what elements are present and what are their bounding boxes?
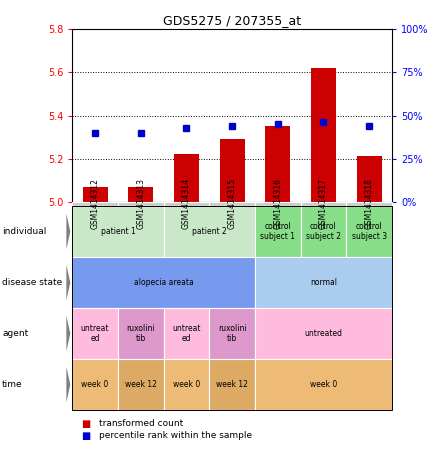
Text: ■: ■ (81, 431, 90, 441)
Text: disease state: disease state (2, 278, 63, 287)
Text: ruxolini
tib: ruxolini tib (127, 324, 155, 343)
Text: control
subject 2: control subject 2 (306, 222, 341, 241)
Text: GSM1414317: GSM1414317 (319, 178, 328, 229)
Text: week 0: week 0 (81, 380, 109, 389)
Text: week 12: week 12 (216, 380, 248, 389)
Text: GSM1414316: GSM1414316 (273, 178, 283, 229)
Text: untreat
ed: untreat ed (81, 324, 110, 343)
Text: patient 2: patient 2 (192, 227, 227, 236)
Bar (219, 139, 245, 202)
Text: GSM1414315: GSM1414315 (228, 178, 237, 229)
Bar (357, 156, 382, 202)
Text: week 0: week 0 (310, 380, 337, 389)
Text: GSM1414313: GSM1414313 (136, 178, 145, 229)
Text: GSM1414312: GSM1414312 (91, 178, 99, 229)
Text: control
subject 3: control subject 3 (352, 222, 387, 241)
Text: transformed count: transformed count (99, 419, 183, 428)
FancyArrow shape (67, 316, 70, 352)
Text: untreated: untreated (304, 329, 343, 338)
Text: control
subject 1: control subject 1 (260, 222, 295, 241)
Text: patient 1: patient 1 (101, 227, 135, 236)
Text: alopecia areata: alopecia areata (134, 278, 194, 287)
Bar (311, 68, 336, 202)
Text: week 12: week 12 (125, 380, 157, 389)
Bar (82, 187, 108, 202)
Bar (128, 187, 153, 202)
Text: untreat
ed: untreat ed (172, 324, 201, 343)
FancyArrow shape (67, 265, 70, 300)
Text: ■: ■ (81, 419, 90, 429)
Text: normal: normal (310, 278, 337, 287)
FancyArrow shape (67, 214, 70, 250)
Text: GSM1414314: GSM1414314 (182, 178, 191, 229)
Text: time: time (2, 380, 23, 389)
Text: percentile rank within the sample: percentile rank within the sample (99, 431, 252, 440)
Text: GSM1414318: GSM1414318 (365, 178, 374, 229)
Bar (174, 154, 199, 202)
Text: individual: individual (2, 227, 46, 236)
Bar (265, 126, 290, 202)
Title: GDS5275 / 207355_at: GDS5275 / 207355_at (163, 14, 301, 27)
FancyArrow shape (67, 366, 70, 402)
Text: week 0: week 0 (173, 380, 200, 389)
Text: ruxolini
tib: ruxolini tib (218, 324, 247, 343)
Text: agent: agent (2, 329, 28, 338)
